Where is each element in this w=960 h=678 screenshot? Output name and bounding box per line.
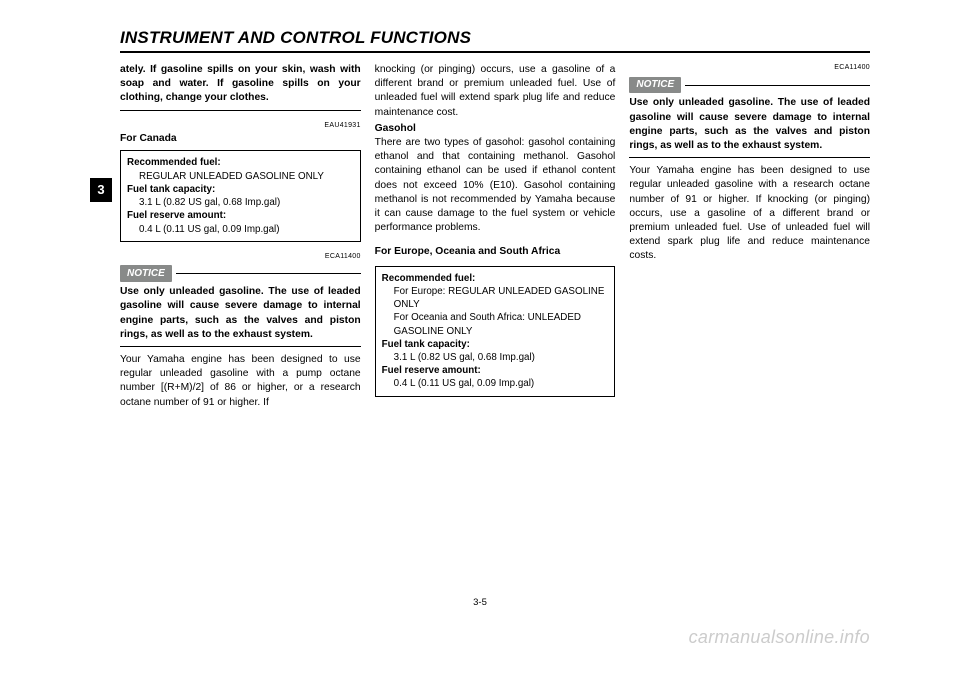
regions-heading: For Europe, Oceania and South Africa [375,245,616,259]
spec-fuel-label: Recommended fuel: [382,272,609,285]
notice-badge: NOTICE [120,265,172,282]
body-text-3: Your Yamaha engine has been designed to … [629,164,870,263]
spec-fuel-label: Recommended fuel: [127,156,354,169]
spec-capacity-value: 3.1 L (0.82 US gal, 0.68 Imp.gal) [127,196,354,209]
spec-box-canada: Recommended fuel: REGULAR UNLEADED GASOL… [120,150,361,241]
notice-text-1: Use only unleaded gasoline. The use of l… [120,285,361,342]
spec-capacity-label: Fuel tank capacity: [127,183,354,196]
watermark: carmanualsonline.info [689,627,870,648]
notice-row-1: NOTICE [120,265,361,282]
intro-warning-continued: ately. If gasoline spills on your skin, … [120,63,361,106]
spec-reserve-value: 0.4 L (0.11 US gal, 0.09 Imp.gal) [382,377,609,390]
spec-capacity-value: 3.1 L (0.82 US gal, 0.68 Imp.gal) [382,351,609,364]
notice-row-2: NOTICE [629,77,870,94]
content-columns: ately. If gasoline spills on your skin, … [120,63,870,410]
spec-box-regions: Recommended fuel: For Europe: REGULAR UN… [375,266,616,397]
column-2: knocking (or pinging) occurs, use a gaso… [375,63,616,410]
ref-code-eca-2: ECA11400 [629,63,870,73]
column-3: ECA11400 NOTICE Use only unleaded gasoli… [629,63,870,410]
spec-reserve-label: Fuel reserve amount: [382,364,609,377]
spec-capacity-label: Fuel tank capacity: [382,338,609,351]
page-header: INSTRUMENT AND CONTROL FUNCTIONS [120,28,870,53]
spec-reserve-value: 0.4 L (0.11 US gal, 0.09 Imp.gal) [127,223,354,236]
spec-reserve-label: Fuel reserve amount: [127,209,354,222]
separator-line [120,110,361,111]
gasohol-heading: Gasohol [375,122,616,136]
notice-badge: NOTICE [629,77,681,94]
manual-page: 3 INSTRUMENT AND CONTROL FUNCTIONS ately… [0,0,960,678]
gasohol-body: There are two types of gasohol: gasohol … [375,136,616,235]
separator-line [120,346,361,347]
body-text-1: Your Yamaha engine has been designed to … [120,353,361,410]
spec-fuel-value-eu: For Europe: REGULAR UNLEADED GASOLINE ON… [382,285,609,311]
spec-fuel-value-oc: For Oceania and South Africa: UNLEADED G… [382,311,609,337]
region-canada-heading: For Canada [120,132,361,146]
page-number: 3-5 [0,597,960,608]
ref-code-eca-1: ECA11400 [120,252,361,262]
spec-fuel-value: REGULAR UNLEADED GASOLINE ONLY [127,170,354,183]
separator-line [629,157,870,158]
notice-text-2: Use only unleaded gasoline. The use of l… [629,96,870,153]
notice-rule [685,85,870,86]
chapter-tab: 3 [90,178,112,202]
body-text-2a: knocking (or pinging) occurs, use a gaso… [375,63,616,120]
column-1: ately. If gasoline spills on your skin, … [120,63,361,410]
page-title: INSTRUMENT AND CONTROL FUNCTIONS [120,28,870,48]
ref-code-eau: EAU41931 [120,121,361,131]
notice-rule [176,273,361,274]
